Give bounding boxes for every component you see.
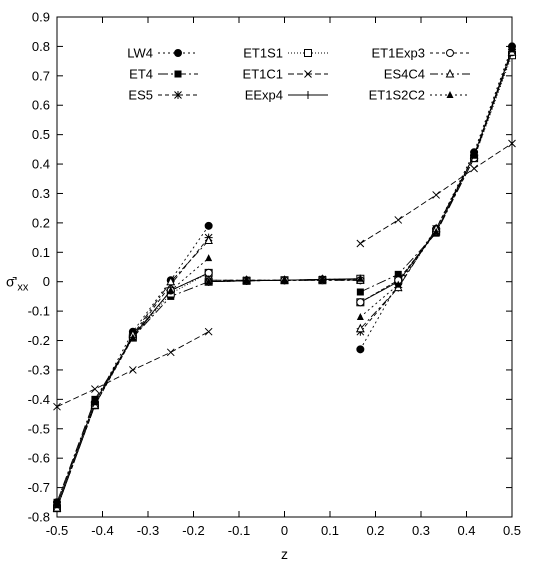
- y-tick-label: 0.5: [32, 127, 50, 142]
- data-point: [357, 299, 364, 306]
- data-point: [167, 349, 174, 356]
- data-point: [205, 254, 212, 261]
- series-layer: [53, 43, 516, 512]
- series-line: [57, 226, 209, 502]
- data-point: [175, 50, 182, 57]
- legend-label: ET1S1: [243, 46, 283, 61]
- data-point: [395, 216, 402, 223]
- y-tick-label: -0.3: [28, 362, 50, 377]
- legend-label: ET1C1: [243, 67, 283, 82]
- y-tick-label: 0.4: [32, 157, 50, 172]
- y-axis-label-sub: xx: [17, 282, 29, 294]
- x-tick-label: 0.1: [321, 523, 339, 538]
- series-line: [57, 273, 209, 508]
- data-point: [175, 71, 182, 78]
- data-point: [357, 289, 364, 296]
- y-tick-label: 0.9: [32, 10, 50, 25]
- legend-label: ET1Exp3: [372, 46, 425, 61]
- y-tick-label: 0.7: [32, 68, 50, 83]
- x-tick-label: -0.2: [182, 523, 204, 538]
- x-tick-label: -0.1: [228, 523, 250, 538]
- data-point: [305, 50, 312, 57]
- x-tick-label: -0.4: [91, 523, 113, 538]
- y-axis-label: σ̄'xx: [6, 274, 29, 294]
- y-tick-label: -0.6: [28, 451, 50, 466]
- series-line: [57, 238, 209, 509]
- series-line: [57, 273, 209, 508]
- legend: LW4 ET4 ES5 ET1S1 ET1C1 EExp4 ET1Exp3 ES4C4 ET1S…: [100, 42, 470, 108]
- y-tick-label: 0.8: [32, 39, 50, 54]
- series-line: [57, 282, 209, 503]
- data-point: [447, 50, 454, 57]
- y-tick-label: -0.8: [28, 510, 50, 525]
- y-tick-label: 0: [43, 274, 50, 289]
- x-tick-label: 0.3: [412, 523, 430, 538]
- y-tick-label: 0.3: [32, 186, 50, 201]
- series-line: [57, 332, 209, 407]
- legend-label: EExp4: [245, 88, 283, 103]
- data-point: [357, 346, 364, 353]
- legend-label: ES4C4: [384, 67, 425, 82]
- legend-label: ET1S2C2: [369, 88, 425, 103]
- y-tick-label: -0.5: [28, 421, 50, 436]
- y-tick-label: 0.6: [32, 98, 50, 113]
- legend-label: ET4: [129, 67, 153, 82]
- y-tick-label: 0.2: [32, 215, 50, 230]
- y-tick-label: 0.1: [32, 245, 50, 260]
- x-tick-label: -0.5: [46, 523, 68, 538]
- x-tick-label: 0.5: [503, 523, 521, 538]
- data-point: [174, 91, 182, 99]
- series-lw4: [54, 43, 516, 506]
- series-line: [57, 241, 209, 509]
- y-axis-label-main: σ̄': [6, 274, 17, 290]
- data-point: [205, 222, 212, 229]
- y-tick-label: -0.2: [28, 333, 50, 348]
- y-tick-label: -0.1: [28, 304, 50, 319]
- x-tick-label: 0.4: [457, 523, 475, 538]
- series-et1c1: [54, 140, 516, 410]
- data-point: [91, 386, 98, 393]
- x-tick-label: 0: [281, 523, 288, 538]
- x-axis-label: z: [281, 546, 288, 562]
- series-et1s2c2: [54, 45, 516, 508]
- data-point: [205, 328, 212, 335]
- x-tick-label: -0.3: [137, 523, 159, 538]
- data-point: [129, 366, 136, 373]
- legend-label: ES5: [128, 88, 153, 103]
- y-tick-label: -0.4: [28, 392, 50, 407]
- x-tick-label: 0.2: [366, 523, 384, 538]
- legend-label: LW4: [127, 46, 153, 61]
- series-line: [57, 258, 209, 505]
- data-point: [433, 191, 440, 198]
- data-point: [357, 313, 364, 320]
- data-point: [471, 165, 478, 172]
- y-tick-label: -0.7: [28, 480, 50, 495]
- series-line: [57, 273, 209, 505]
- data-point: [357, 240, 364, 247]
